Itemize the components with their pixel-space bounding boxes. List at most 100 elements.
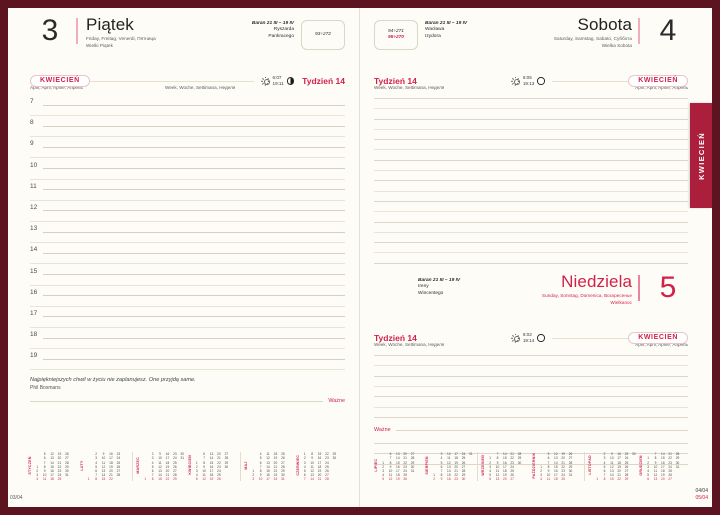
- minical-day: 16: [554, 468, 558, 473]
- note-line[interactable]: [374, 406, 688, 408]
- minical-day: 7: [151, 472, 154, 477]
- note-line[interactable]: [374, 375, 688, 377]
- minical-month-marzec[interactable]: MARZEC·29162330·310172431·4111825··51219…: [136, 452, 186, 481]
- hour-row-18[interactable]: 18: [30, 330, 345, 351]
- left-sunmoon: 6:07 19:11: [261, 75, 295, 86]
- hour-row-15[interactable]: 15: [30, 267, 345, 288]
- left-hour-grid[interactable]: 7 8 9 10 11 12 13 14 15 16 17 18 19: [30, 97, 345, 372]
- note-line[interactable]: [374, 149, 688, 151]
- planner-spread: 3 Piątek Friday, Freitag, Venerdi, Пятни…: [8, 8, 712, 507]
- note-line[interactable]: [374, 190, 688, 192]
- minical-day: 22: [510, 456, 514, 461]
- left-minicalendars[interactable]: STYCZEŃ·5121926··6132027··7142128·181522…: [28, 452, 345, 481]
- note-line[interactable]: [374, 355, 688, 357]
- minical-month-styczeń[interactable]: STYCZEŃ·5121926··6132027··7142128·181522…: [28, 452, 78, 481]
- minical-day: 24: [173, 456, 177, 461]
- hour-row-14[interactable]: 14: [30, 245, 345, 266]
- minical-day: 9: [496, 460, 499, 465]
- minical-month-czerwiec[interactable]: CZERWIEC18152229·29162330·3101724··41118…: [296, 452, 346, 481]
- minical-day: 28: [410, 456, 415, 461]
- note-line[interactable]: [374, 385, 688, 387]
- minical-day: 8: [203, 460, 205, 465]
- note-line[interactable]: [374, 231, 688, 233]
- note-line[interactable]: [374, 180, 688, 182]
- minical-day: 2: [95, 452, 97, 457]
- minical-month-kwiecień[interactable]: KWIECIEŃ·6132027··7142128·18152229·29162…: [188, 452, 238, 481]
- month-pill-line: [551, 80, 629, 82]
- minical-month-luty[interactable]: LUTY·291623··3101724··4111825··5121926··…: [80, 452, 130, 481]
- note-line[interactable]: [374, 262, 688, 264]
- hour-row-19[interactable]: 19: [30, 351, 345, 372]
- minical-day: ·: [223, 477, 229, 481]
- minical-day: 15: [317, 452, 322, 457]
- hour-row-11[interactable]: 11: [30, 182, 345, 203]
- left-nameday-1: Ryszarda: [273, 27, 294, 33]
- left-wazne-bar[interactable]: Ważne: [30, 398, 345, 404]
- minical-month-wrzesień[interactable]: WRZESIEŃ·7142128·18152229·29162330·31017…: [481, 452, 530, 481]
- saturday-sun-times: 6:05 19:13: [523, 75, 535, 86]
- right-wazne-lines[interactable]: [374, 442, 688, 465]
- minical-day: 14: [310, 476, 314, 481]
- minical-day: ·: [524, 477, 530, 481]
- wazne-note-line[interactable]: [374, 463, 688, 465]
- right-wazne-bar[interactable]: Ważne: [374, 427, 688, 433]
- hour-row-17[interactable]: 17: [30, 309, 345, 330]
- hour-row-8[interactable]: 8: [30, 118, 345, 139]
- minical-day: 6: [259, 460, 262, 465]
- minical-month-lipiec[interactable]: LIPIEC·6132027··7142128·18152229·2916233…: [374, 452, 423, 481]
- left-month-week-bar: KWIECIEŃ 6:07 19:11 Tydzień 14 April, Ap…: [30, 68, 345, 94]
- note-line[interactable]: [374, 108, 688, 110]
- note-line[interactable]: [374, 118, 688, 120]
- note-line[interactable]: [374, 98, 688, 99]
- note-line[interactable]: [374, 252, 688, 254]
- minical-day: 27: [568, 456, 573, 461]
- note-line[interactable]: [374, 170, 688, 172]
- minical-day: 7: [43, 460, 46, 465]
- note-line[interactable]: [374, 416, 688, 418]
- minical-day: 14: [661, 452, 665, 457]
- minical-day: 7: [603, 472, 606, 477]
- right-minicalendars[interactable]: LIPIEC·6132027··7142128·18152229·2916233…: [374, 452, 688, 481]
- minical-day: 5: [489, 472, 492, 477]
- wazne-note-line[interactable]: [374, 442, 688, 444]
- minical-day: 9: [440, 476, 443, 481]
- note-line[interactable]: [374, 139, 688, 141]
- minical-day: 10: [610, 456, 614, 461]
- minical-day: 29: [410, 460, 415, 465]
- note-line[interactable]: [374, 211, 688, 213]
- note-line[interactable]: [374, 221, 688, 223]
- month-tab-kwiecien[interactable]: KWIECIEŃ: [690, 103, 712, 208]
- hour-row-16[interactable]: 16: [30, 288, 345, 309]
- minical-day: 14: [266, 464, 270, 469]
- sunday-note-lines[interactable]: [374, 355, 688, 418]
- minical-month-maj[interactable]: MAJ·4111825··5121926··6132027··7142128·1…: [244, 452, 294, 481]
- minical-day: 19: [209, 476, 214, 481]
- note-line[interactable]: [374, 200, 688, 202]
- minical-month-sierpień[interactable]: SIERPIEŃ·310172431·4111825··5121926··613…: [425, 452, 474, 481]
- half-hour-line: [30, 326, 345, 328]
- sunday-nameday-1: Ireny: [418, 284, 429, 290]
- left-sunrise: 6:07: [272, 75, 282, 81]
- hour-row-9[interactable]: 9: [30, 139, 345, 160]
- minical-month-listopad[interactable]: LISTOPAD·29162330·3101724··4111825··5121…: [588, 452, 637, 481]
- minical-month-październik[interactable]: PAŹDZIERNIK·5121926··6132027··7142128·18…: [532, 452, 581, 481]
- hour-row-13[interactable]: 13: [30, 224, 345, 245]
- note-line[interactable]: [374, 128, 688, 130]
- note-line[interactable]: [374, 242, 688, 244]
- hour-row-10[interactable]: 10: [30, 161, 345, 182]
- minical-day: 6: [489, 476, 492, 481]
- minical-grid: 18152229·29162330·3101724··4111825··5121…: [302, 452, 346, 481]
- hour-row-12[interactable]: 12: [30, 203, 345, 224]
- minical-day: 23: [624, 452, 629, 457]
- minical-month-grudzień[interactable]: GRUDZIEŃ·7142128·18152229·29162330·31017…: [639, 452, 688, 481]
- saturday-note-lines[interactable]: [374, 98, 688, 264]
- note-line[interactable]: [374, 396, 688, 398]
- note-line[interactable]: [374, 365, 688, 367]
- note-line[interactable]: [374, 159, 688, 161]
- minical-day: 9: [43, 468, 46, 473]
- sunday-day-name: Niedziela: [561, 272, 632, 292]
- hour-row-7[interactable]: 7: [30, 97, 345, 118]
- minical-month-name: SIERPIEŃ: [425, 456, 429, 475]
- minical-day: 3: [382, 468, 385, 473]
- wazne-note-line[interactable]: [374, 453, 688, 455]
